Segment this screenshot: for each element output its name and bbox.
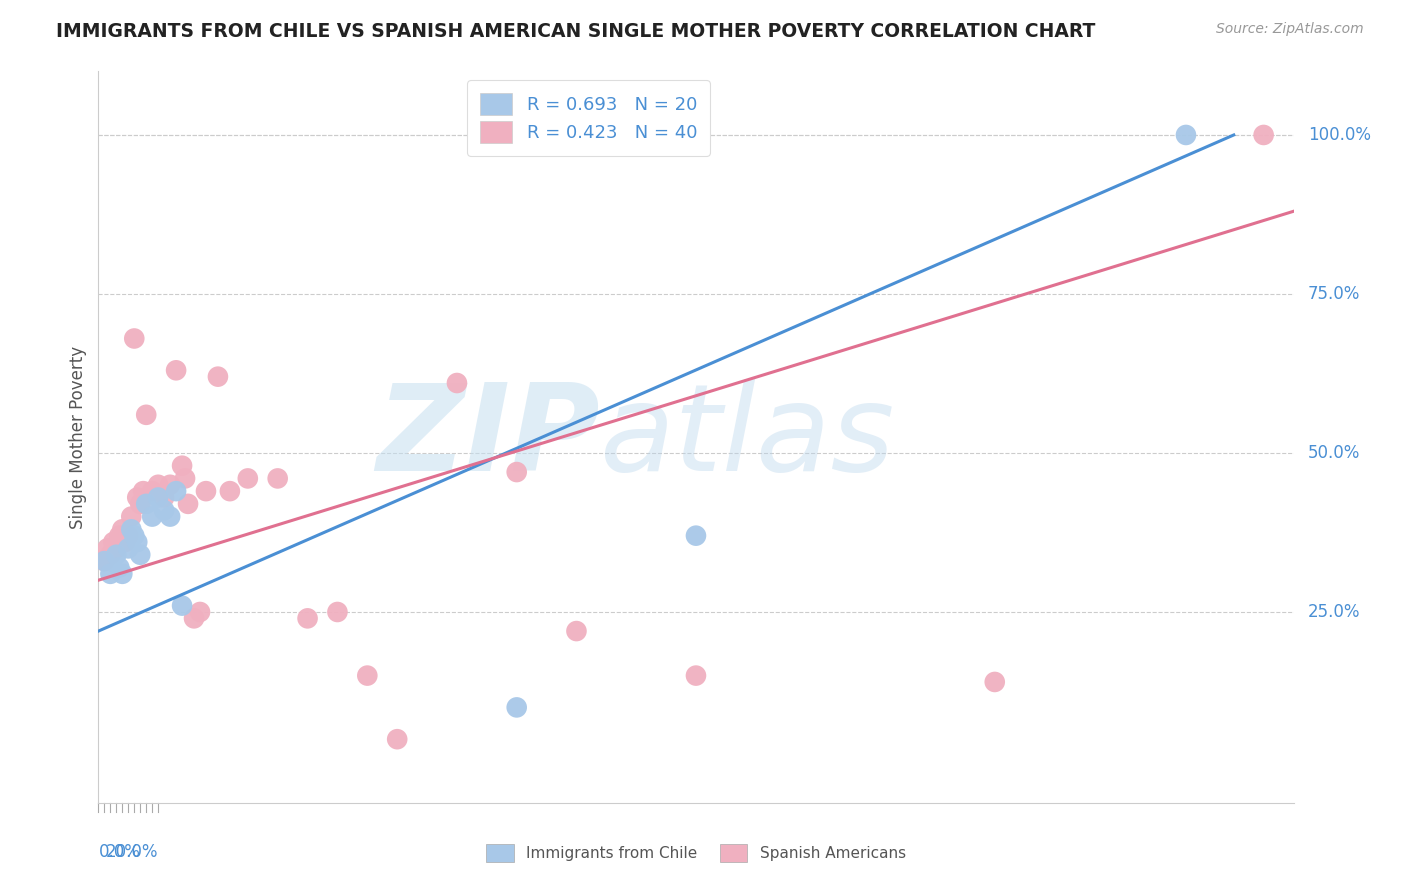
Point — [172, 458, 194, 473]
Point — [117, 529, 139, 543]
Legend: Immigrants from Chile, Spanish Americans: Immigrants from Chile, Spanish Americans — [479, 838, 912, 868]
Y-axis label: Single Mother Poverty: Single Mother Poverty — [69, 345, 87, 529]
Point — [183, 611, 205, 625]
Point — [135, 408, 157, 422]
Point — [148, 491, 170, 505]
Text: IMMIGRANTS FROM CHILE VS SPANISH AMERICAN SINGLE MOTHER POVERTY CORRELATION CHAR: IMMIGRANTS FROM CHILE VS SPANISH AMERICA… — [56, 22, 1095, 41]
Point — [93, 554, 115, 568]
Point — [108, 529, 131, 543]
Point — [105, 541, 128, 556]
Point — [111, 522, 134, 536]
Point — [165, 484, 187, 499]
Point — [219, 484, 242, 499]
Point — [565, 624, 588, 638]
Point — [132, 484, 155, 499]
Point — [446, 376, 468, 390]
Point — [129, 548, 152, 562]
Point — [98, 548, 122, 562]
Point — [188, 605, 211, 619]
Point — [159, 509, 181, 524]
Point — [153, 491, 176, 505]
Point — [165, 363, 187, 377]
Point — [1175, 128, 1198, 142]
Point — [127, 491, 149, 505]
Point — [177, 497, 200, 511]
Point — [267, 471, 290, 485]
Point — [117, 541, 139, 556]
Point — [148, 477, 170, 491]
Point — [120, 509, 142, 524]
Point — [108, 560, 131, 574]
Point — [111, 566, 134, 581]
Text: 50.0%: 50.0% — [1308, 444, 1360, 462]
Point — [195, 484, 218, 499]
Point — [172, 599, 194, 613]
Text: 25.0%: 25.0% — [1308, 603, 1361, 621]
Point — [326, 605, 349, 619]
Point — [129, 497, 152, 511]
Point — [159, 477, 181, 491]
Point — [297, 611, 319, 625]
Point — [124, 529, 146, 543]
Point — [984, 675, 1007, 690]
Text: 20.0%: 20.0% — [105, 843, 159, 861]
Point — [141, 484, 163, 499]
Point — [685, 529, 707, 543]
Text: Source: ZipAtlas.com: Source: ZipAtlas.com — [1216, 22, 1364, 37]
Text: 100.0%: 100.0% — [1308, 126, 1371, 144]
Point — [685, 668, 707, 682]
Point — [120, 522, 142, 536]
Point — [174, 471, 197, 485]
Point — [506, 700, 529, 714]
Point — [93, 554, 115, 568]
Point — [356, 668, 378, 682]
Point — [105, 548, 128, 562]
Point — [207, 369, 229, 384]
Point — [141, 509, 163, 524]
Point — [153, 503, 176, 517]
Point — [385, 732, 409, 747]
Point — [1253, 128, 1275, 142]
Point — [127, 535, 149, 549]
Point — [135, 497, 157, 511]
Point — [96, 541, 118, 556]
Point — [124, 331, 146, 345]
Text: ZIP: ZIP — [377, 378, 600, 496]
Point — [98, 566, 122, 581]
Text: 0.0%: 0.0% — [98, 843, 141, 861]
Point — [506, 465, 529, 479]
Point — [236, 471, 259, 485]
Point — [114, 535, 136, 549]
Text: 75.0%: 75.0% — [1308, 285, 1360, 303]
Text: atlas: atlas — [600, 378, 896, 496]
Point — [103, 535, 125, 549]
